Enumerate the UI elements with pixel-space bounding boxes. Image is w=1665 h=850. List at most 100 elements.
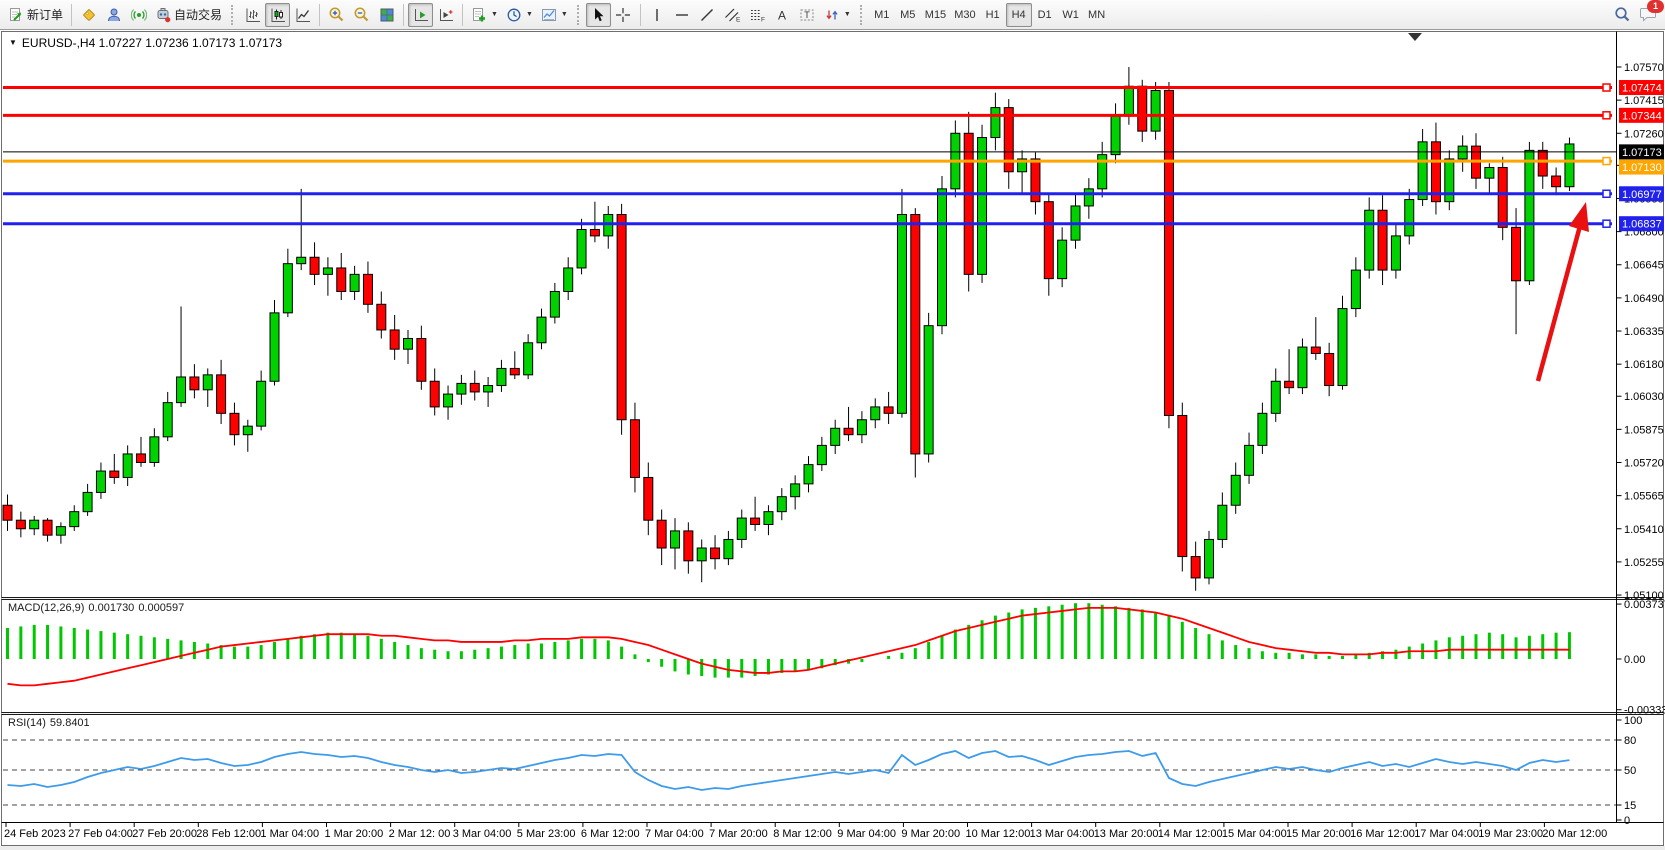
indicators-button[interactable]: ▼ — [467, 3, 502, 27]
timeframe-button-M15[interactable]: M15 — [921, 3, 950, 27]
toolbar-drag-handle — [231, 4, 235, 25]
text-button[interactable]: A — [770, 3, 795, 27]
text-label-button[interactable]: T — [795, 3, 820, 27]
candle-up — [269, 312, 280, 382]
candle-up — [1097, 154, 1108, 190]
vertical-line-button[interactable] — [645, 3, 670, 27]
time-axis-label: 19 Mar 23:00 — [1478, 828, 1543, 840]
signals-button[interactable] — [126, 3, 151, 27]
autotrading-button[interactable]: 自动交易 — [151, 3, 226, 27]
candle-up — [816, 444, 827, 466]
line-anchor-square[interactable] — [1602, 189, 1611, 199]
crosshair-button[interactable] — [611, 3, 636, 27]
candle-down — [1030, 158, 1041, 203]
drawn-arrow-head[interactable] — [1569, 202, 1589, 232]
arrows-button[interactable]: ▼ — [820, 3, 855, 27]
candle-up — [1017, 158, 1028, 173]
line-anchor-square[interactable] — [1602, 83, 1611, 92]
candle-up — [1444, 158, 1455, 203]
macd-main-value: 0.001730 — [88, 602, 135, 614]
price-tag-icon — [81, 7, 97, 23]
candle-up — [403, 338, 413, 350]
fibonacci-button[interactable]: F — [745, 3, 770, 27]
templates-button[interactable]: ▼ — [537, 3, 572, 27]
zoom-out-button[interactable] — [349, 3, 374, 27]
horizontal-line-button[interactable] — [670, 3, 695, 27]
notifications-button[interactable]: 1 — [1635, 0, 1664, 27]
candle-up — [322, 267, 333, 275]
macd-label: MACD(12,26,9) 0.001730 0.000597 — [8, 602, 188, 614]
timeframe-button-H1[interactable]: H1 — [980, 3, 1006, 27]
line-chart-button[interactable] — [290, 3, 315, 27]
candle-down — [1284, 380, 1295, 389]
auto-scroll-button[interactable] — [408, 2, 434, 27]
time-axis-label: 20 Mar 12:00 — [1542, 828, 1607, 840]
cursor-button[interactable] — [585, 2, 611, 27]
candle-up — [536, 316, 547, 344]
timeframe-button-M1[interactable]: M1 — [869, 3, 895, 27]
bar-chart-button[interactable] — [240, 3, 265, 27]
candle-up — [69, 511, 80, 528]
candle-down — [216, 374, 227, 414]
price-tag-button[interactable] — [76, 3, 101, 27]
candle-down — [389, 329, 400, 350]
candle-down — [469, 382, 480, 393]
candle-up — [496, 367, 507, 387]
candle-down — [616, 214, 627, 421]
crosshair-icon — [615, 7, 631, 23]
price-tag — [1619, 159, 1664, 175]
rsi-tick-label: 100 — [1624, 715, 1642, 727]
timeframe-button-W1[interactable]: W1 — [1058, 3, 1084, 27]
equidistant-channel-button[interactable]: E — [720, 3, 745, 27]
search-button[interactable] — [1610, 3, 1635, 27]
toolbar-separator — [71, 3, 73, 26]
candle-down — [1163, 90, 1174, 416]
price-tick-label: 1.05720 — [1624, 457, 1664, 469]
toolbar-separator — [639, 3, 641, 26]
candle-down — [710, 547, 721, 560]
tile-windows-icon — [379, 7, 395, 23]
line-anchor-square[interactable] — [1602, 111, 1611, 120]
pane-divider[interactable] — [1, 597, 1664, 600]
new-order-button[interactable]: 新订单 — [4, 3, 67, 27]
timeframe-button-M5[interactable]: M5 — [895, 3, 921, 27]
timeframe-button-M30[interactable]: M30 — [950, 3, 979, 27]
candle-up — [1350, 269, 1361, 310]
timeframe-button-D1[interactable]: D1 — [1032, 3, 1058, 27]
time-axis-label: 1 Mar 04:00 — [260, 828, 319, 840]
profile-icon — [106, 7, 122, 23]
trendline-icon — [699, 7, 715, 23]
pane-divider[interactable] — [1, 712, 1664, 715]
macd-tick-label: -0.003337 — [1624, 705, 1665, 717]
candle-up — [736, 517, 747, 540]
timeframe-button-H4[interactable]: H4 — [1005, 2, 1032, 27]
line-anchor-square[interactable] — [1602, 156, 1611, 166]
time-axis-label: 28 Feb 12:00 — [196, 828, 261, 840]
chart-shift-button[interactable] — [433, 3, 458, 27]
price-tag — [1619, 107, 1664, 123]
text-label-icon: T — [799, 7, 815, 23]
dropdown-caret: ▼ — [491, 11, 498, 18]
price-tag-label: 1.06837 — [1622, 219, 1662, 231]
periods-button[interactable]: ▼ — [502, 3, 537, 27]
equidistant-channel-icon: E — [724, 7, 741, 23]
candle-down — [1497, 166, 1508, 228]
candle-up — [483, 385, 494, 393]
candle-down — [336, 267, 347, 292]
zoom-in-button[interactable] — [324, 3, 349, 27]
timeframe-button-MN[interactable]: MN — [1084, 3, 1110, 27]
profile-button[interactable] — [101, 3, 126, 27]
trendline-button[interactable] — [695, 3, 720, 27]
dropdown-caret: ▼ — [843, 11, 851, 18]
time-axis-label: 15 Mar 20:00 — [1286, 828, 1351, 840]
candle-down — [109, 470, 120, 478]
tile-windows-button[interactable] — [374, 3, 399, 27]
time-axis-label: 2 Mar 12: 00 — [389, 828, 451, 840]
line-anchor-square[interactable] — [1602, 219, 1611, 228]
candlestick-chart-button[interactable] — [265, 2, 291, 27]
drawn-arrow-line[interactable] — [1535, 225, 1583, 382]
chart-shift-marker[interactable] — [1408, 33, 1422, 41]
candle-up — [937, 188, 947, 327]
candle-up — [870, 406, 881, 421]
